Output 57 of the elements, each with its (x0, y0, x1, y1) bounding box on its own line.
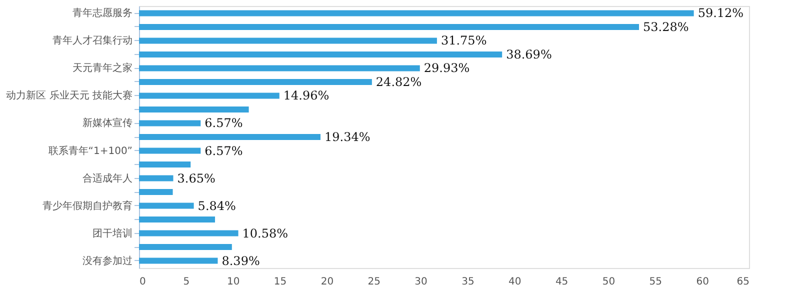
bar (139, 78, 372, 85)
x-tick-label: 10 (226, 276, 240, 288)
bar (139, 10, 694, 16)
x-tick-label: 60 (696, 276, 709, 288)
y-tick-label: 青年志愿服务 (72, 7, 132, 20)
x-tick-label: 30 (414, 276, 428, 288)
x-tick-label: 45 (555, 276, 568, 288)
bar (139, 106, 249, 112)
data-label: 14.96% (283, 88, 330, 103)
x-tick-label: 5 (183, 276, 190, 288)
bar (139, 65, 420, 72)
data-label: 31.75% (440, 34, 487, 48)
x-tick-label: 0 (140, 276, 146, 288)
bar (139, 51, 502, 58)
x-tick-label: 15 (274, 276, 287, 288)
x-tick-label: 50 (602, 276, 616, 288)
data-label: 24.82% (376, 74, 422, 89)
y-tick-label: 天元青年之家 (72, 62, 132, 74)
x-tick-label: 65 (736, 276, 750, 288)
bar (139, 175, 174, 182)
y-tick-label: 联系青年“1+100” (48, 144, 132, 157)
data-label: 3.65% (177, 171, 216, 186)
data-label: 10.58% (242, 226, 288, 240)
x-tick-label: 20 (320, 276, 334, 288)
y-tick-label: 新媒体宣传 (82, 117, 132, 130)
y-tick-label: 青少年假期自护教育 (42, 200, 132, 212)
bar (139, 202, 194, 209)
data-label: 19.34% (324, 130, 370, 144)
bar (139, 120, 201, 126)
data-label: 6.57% (204, 144, 243, 158)
data-label: 8.39% (222, 254, 260, 268)
x-tick-label: 40 (508, 276, 522, 288)
data-label: 6.57% (204, 116, 243, 130)
data-label: 5.84% (198, 198, 236, 213)
x-tick-label: 55 (649, 276, 662, 288)
bar (139, 148, 201, 154)
bar (139, 258, 218, 264)
y-tick-label: 团干培训 (92, 227, 132, 240)
bar (139, 216, 216, 223)
bar (139, 244, 232, 250)
data-label: 59.12% (698, 6, 744, 20)
data-label: 53.28% (643, 20, 689, 34)
bar (139, 189, 173, 196)
bar (139, 38, 437, 44)
bar (139, 134, 320, 140)
data-label: 29.93% (424, 61, 470, 76)
y-tick-label: 没有参加过 (82, 254, 132, 267)
y-tick-label: 动力新区 乐业天元 技能大赛 (6, 90, 132, 102)
y-tick-label: 青年人才召集行动 (52, 34, 132, 47)
x-tick-label: 25 (368, 276, 380, 288)
bar (139, 92, 280, 99)
bar (139, 230, 238, 236)
bar (139, 162, 191, 168)
bar (139, 24, 640, 30)
x-tick-label: 35 (462, 276, 474, 288)
data-label: 38.69% (506, 47, 552, 62)
y-tick-label: 合适成年人 (82, 172, 132, 184)
